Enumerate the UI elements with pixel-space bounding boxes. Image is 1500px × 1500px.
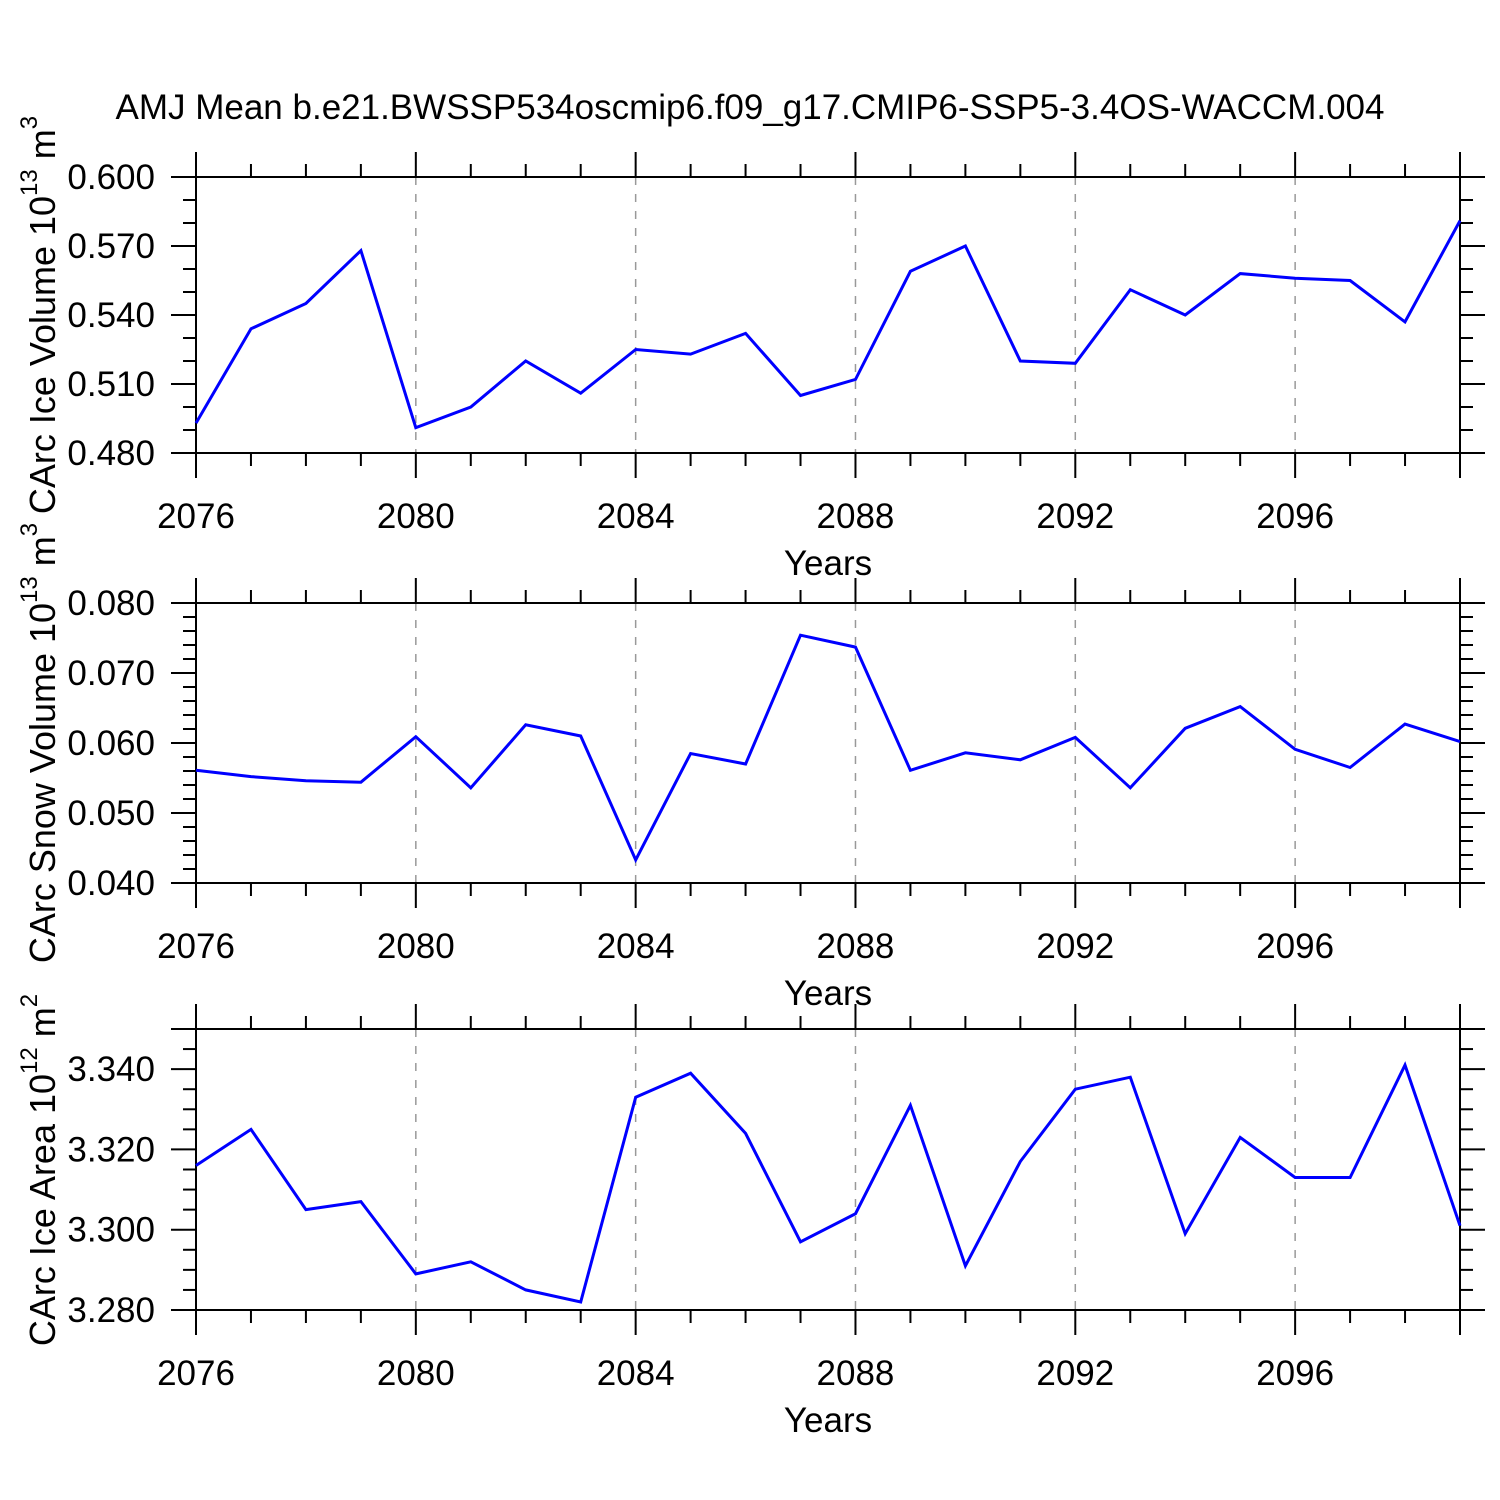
- y-tick-label: 0.540: [67, 296, 155, 335]
- ice-volume-data-line: [194, 219, 1462, 430]
- x-axis-ticks: [195, 1004, 1461, 1335]
- ice-area-chart: 2076 2080 2084 2088 2092 2096 Years 3.340 3.320 3…: [67, 1004, 1485, 1440]
- x-tick-label: 2084: [597, 927, 675, 966]
- gridlines: [415, 177, 1296, 453]
- x-tick-label: 2076: [157, 497, 235, 536]
- x-tick-label: 2092: [1036, 1354, 1114, 1393]
- snow-volume-data-line: [195, 633, 1461, 864]
- y-tick-label: 3.320: [67, 1130, 155, 1169]
- x-axis-title: Years: [784, 1401, 872, 1440]
- x-tick-label: 2088: [817, 1354, 895, 1393]
- x-axis-ticks: [195, 152, 1461, 478]
- plot-frame: [171, 578, 1485, 908]
- gridlines: [415, 603, 1296, 883]
- x-tick-label: 2080: [377, 1354, 455, 1393]
- y-tick-label: 0.480: [67, 434, 155, 473]
- x-tick-label: 2076: [157, 1354, 235, 1393]
- ice-area-data-line: [195, 1061, 1462, 1304]
- y-axis-ticks: [171, 176, 1485, 454]
- ice-area-y-axis-title: CArc Ice Area 1012 m2: [16, 993, 63, 1346]
- y-tick-label: 0.080: [67, 584, 155, 623]
- x-tick-label: 2088: [817, 927, 895, 966]
- x-tick-label: 2080: [377, 497, 455, 536]
- plot-frame: [171, 152, 1485, 478]
- gridlines: [415, 1029, 1296, 1310]
- ice-volume-chart: 2076 2080 2084 2088 2092 2096 Years 0.600 0.570 0…: [67, 152, 1485, 583]
- plot-frame: [171, 1004, 1485, 1335]
- x-axis-title: Years: [784, 974, 872, 1013]
- x-tick-label: 2084: [597, 1354, 675, 1393]
- y-axis-ticks: [171, 1028, 1485, 1311]
- x-tick-label: 2092: [1036, 927, 1114, 966]
- y-tick-label: 3.300: [67, 1211, 155, 1250]
- x-tick-label: 2088: [817, 497, 895, 536]
- snow-volume-y-axis-title: CArc Snow Volume 1013 m3: [16, 522, 63, 964]
- y-tick-label: 0.050: [67, 794, 155, 833]
- y-tick-label: 0.570: [67, 227, 155, 266]
- y-axis-ticks: [171, 602, 1485, 884]
- x-tick-label: 2080: [377, 927, 455, 966]
- y-tick-label: 0.070: [67, 654, 155, 693]
- page-title: AMJ Mean b.e21.BWSSP534oscmip6.f09_g17.C…: [115, 88, 1385, 127]
- x-tick-label: 2076: [157, 927, 235, 966]
- x-tick-label: 2096: [1256, 1354, 1334, 1393]
- x-axis-ticks: [195, 578, 1461, 908]
- ice-volume-y-axis-title: CArc Ice Volume 1013 m3: [16, 115, 63, 515]
- y-tick-label: 0.600: [67, 158, 155, 197]
- y-tick-label: 0.510: [67, 365, 155, 404]
- y-tick-label: 3.280: [67, 1291, 155, 1330]
- y-tick-label: 0.040: [67, 864, 155, 903]
- x-tick-label: 2096: [1256, 927, 1334, 966]
- snow-volume-chart: 2076 2080 2084 2088 2092 2096 Years 0.080 0.070 0…: [67, 578, 1485, 1013]
- x-tick-label: 2092: [1036, 497, 1114, 536]
- y-tick-label: 3.340: [67, 1050, 155, 1089]
- y-tick-label: 0.060: [67, 724, 155, 763]
- x-tick-label: 2084: [597, 497, 675, 536]
- x-tick-label: 2096: [1256, 497, 1334, 536]
- x-axis-title: Years: [784, 544, 872, 583]
